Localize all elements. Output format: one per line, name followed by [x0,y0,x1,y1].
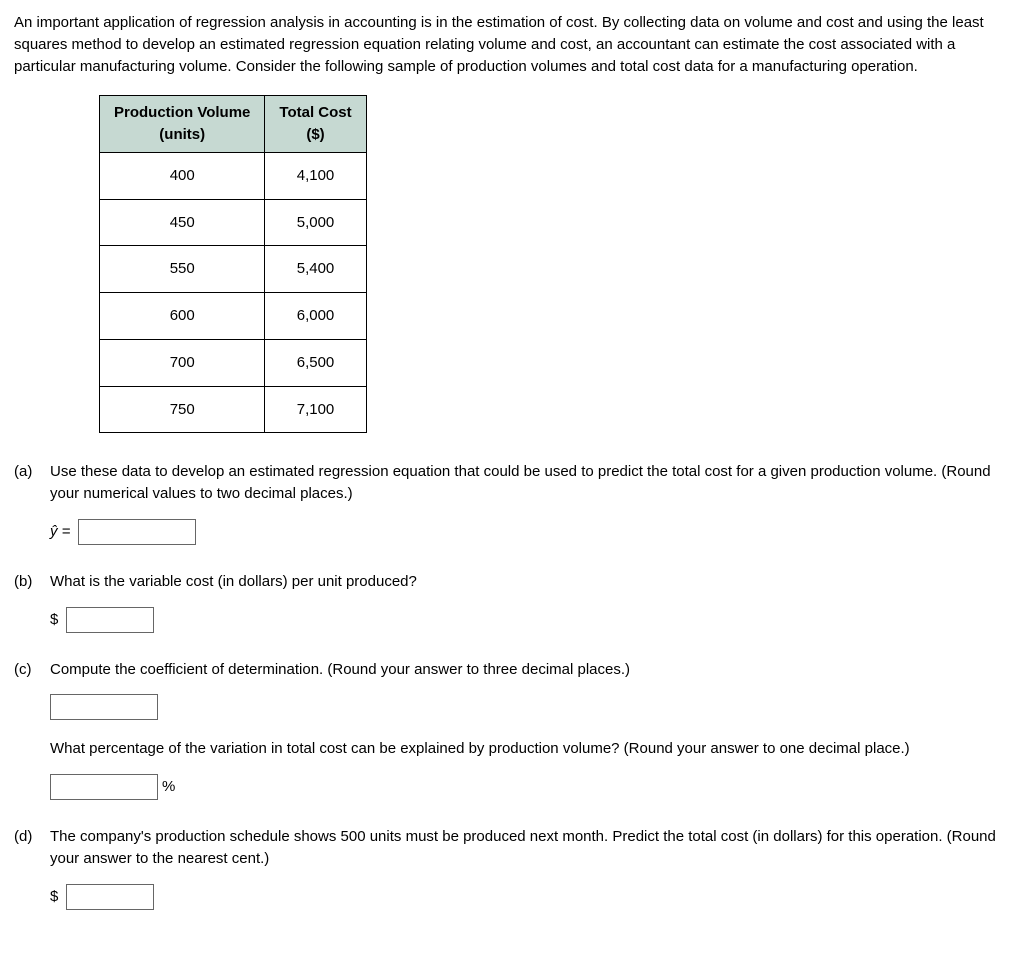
col1-header-line2: (units) [159,126,205,143]
part-c-label: (c) [14,659,50,801]
table-row: 4004,100 [100,152,367,199]
cost-cell: 4,100 [265,152,366,199]
table-row: 4505,000 [100,199,367,246]
col1-header-line1: Production Volume [114,104,250,121]
table-row: 5505,400 [100,246,367,293]
col2-header-line2: ($) [306,126,324,143]
part-a-label: (a) [14,461,50,545]
part-c-input1[interactable] [50,694,158,720]
part-d-input[interactable] [66,884,154,910]
volume-cell: 550 [100,246,265,293]
part-b-text: What is the variable cost (in dollars) p… [50,571,1010,593]
data-table: Production Volume (units) Total Cost ($)… [99,95,367,433]
part-c: (c) Compute the coefficient of determina… [14,659,1010,801]
part-b-input[interactable] [66,607,154,633]
table-row: 7006,500 [100,339,367,386]
volume-cell: 450 [100,199,265,246]
cost-cell: 5,000 [265,199,366,246]
part-b-label: (b) [14,571,50,633]
cost-cell: 5,400 [265,246,366,293]
part-a-input[interactable] [78,519,196,545]
intro-paragraph: An important application of regression a… [14,12,1010,77]
part-c-input2[interactable] [50,774,158,800]
part-c-text2: What percentage of the variation in tota… [50,738,1010,760]
dollar-prefix-d: $ [50,886,58,908]
part-d-text: The company's production schedule shows … [50,826,1010,870]
part-a-text: Use these data to develop an estimated r… [50,461,1010,505]
col2-header: Total Cost ($) [265,96,366,153]
part-d-label: (d) [14,826,50,910]
volume-cell: 600 [100,293,265,340]
table-row: 6006,000 [100,293,367,340]
percent-suffix: % [162,776,175,798]
part-d: (d) The company's production schedule sh… [14,826,1010,910]
cost-cell: 7,100 [265,386,366,433]
volume-cell: 700 [100,339,265,386]
part-a: (a) Use these data to develop an estimat… [14,461,1010,545]
volume-cell: 750 [100,386,265,433]
col2-header-line1: Total Cost [279,104,351,121]
volume-cell: 400 [100,152,265,199]
part-c-text1: Compute the coefficient of determination… [50,659,1010,681]
table-row: 7507,100 [100,386,367,433]
cost-cell: 6,500 [265,339,366,386]
yhat-prefix: ŷ = [50,521,70,543]
cost-cell: 6,000 [265,293,366,340]
col1-header: Production Volume (units) [100,96,265,153]
dollar-prefix-b: $ [50,609,58,631]
part-b: (b) What is the variable cost (in dollar… [14,571,1010,633]
